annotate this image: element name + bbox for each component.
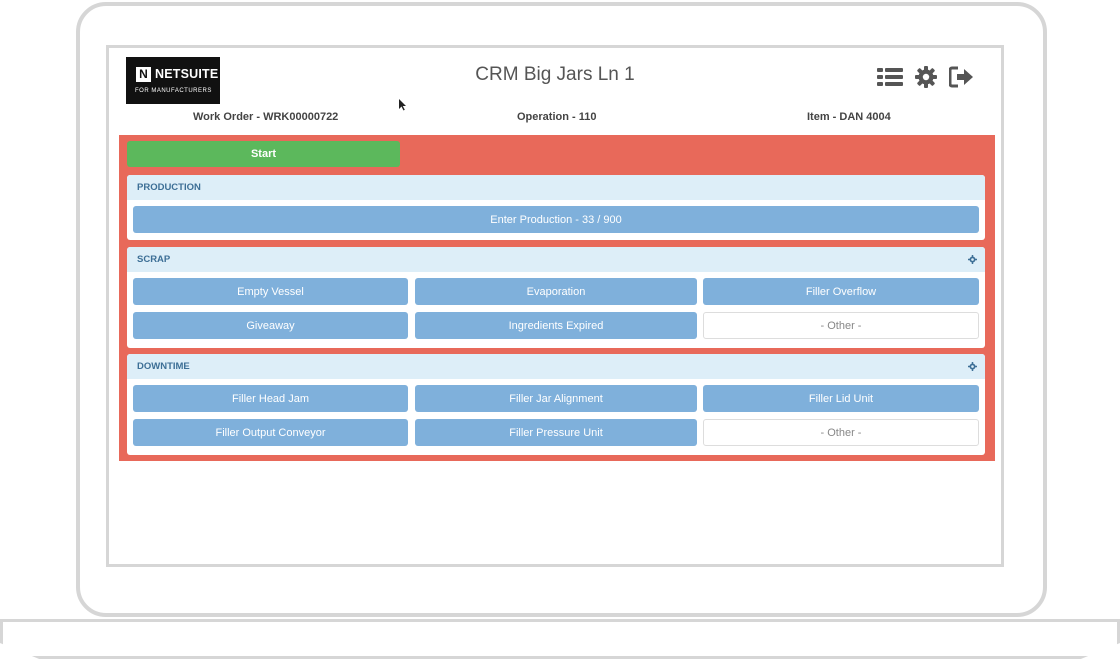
production-title: PRODUCTION xyxy=(137,182,201,193)
enter-production-button[interactable]: Enter Production - 33 / 900 xyxy=(133,206,979,233)
downtime-button-filler-output-conveyor[interactable]: Filler Output Conveyor xyxy=(133,419,408,446)
work-area: Start PRODUCTION Enter Production - 33 /… xyxy=(119,135,995,461)
downtime-settings-icon[interactable] xyxy=(968,362,977,371)
downtime-button-filler-pressure-unit[interactable]: Filler Pressure Unit xyxy=(415,419,697,446)
laptop-base xyxy=(0,619,1120,659)
downtime-button-filler-lid-unit[interactable]: Filler Lid Unit xyxy=(703,385,979,412)
downtime-title: DOWNTIME xyxy=(137,361,190,372)
header-toolbar xyxy=(877,65,975,89)
scrap-title: SCRAP xyxy=(137,254,171,265)
scrap-button-empty-vessel[interactable]: Empty Vessel xyxy=(133,278,408,305)
operation-label: Operation - 110 xyxy=(517,111,597,123)
gear-icon[interactable] xyxy=(913,65,939,89)
netsuite-logo: N NETSUITE FOR MANUFACTURERS xyxy=(126,57,220,104)
scrap-button-filler-overflow[interactable]: Filler Overflow xyxy=(703,278,979,305)
app-screen: N NETSUITE FOR MANUFACTURERS CRM Big Jar… xyxy=(106,45,1004,567)
production-header: PRODUCTION xyxy=(127,175,985,200)
scrap-button-evaporation[interactable]: Evaporation xyxy=(415,278,697,305)
logout-icon[interactable] xyxy=(949,65,975,89)
scrap-button-ingredients-expired[interactable]: Ingredients Expired xyxy=(415,312,697,339)
scrap-other-select[interactable]: - Other - xyxy=(703,312,979,339)
start-button[interactable]: Start xyxy=(127,141,400,167)
downtime-header: DOWNTIME xyxy=(127,354,985,379)
list-icon[interactable] xyxy=(877,65,903,89)
logo-mark: N xyxy=(136,67,151,82)
scrap-settings-icon[interactable] xyxy=(968,255,977,264)
work-order-label: Work Order - WRK00000722 xyxy=(193,111,339,123)
page-title: CRM Big Jars Ln 1 xyxy=(475,64,635,85)
downtime-panel: DOWNTIME Filler Head Jam Filler Jar Alig… xyxy=(127,354,985,455)
downtime-button-filler-jar-alignment[interactable]: Filler Jar Alignment xyxy=(415,385,697,412)
scrap-header: SCRAP xyxy=(127,247,985,272)
logo-brand: NETSUITE xyxy=(155,67,219,81)
downtime-button-filler-head-jam[interactable]: Filler Head Jam xyxy=(133,385,408,412)
downtime-other-select[interactable]: - Other - xyxy=(703,419,979,446)
scrap-panel: SCRAP Empty Vessel Evaporation Filler Ov… xyxy=(127,247,985,348)
logo-subtitle: FOR MANUFACTURERS xyxy=(135,88,212,94)
mouse-cursor-icon xyxy=(399,98,407,116)
item-label: Item - DAN 4004 xyxy=(807,111,891,123)
production-panel: PRODUCTION Enter Production - 33 / 900 xyxy=(127,175,985,240)
scrap-button-giveaway[interactable]: Giveaway xyxy=(133,312,408,339)
